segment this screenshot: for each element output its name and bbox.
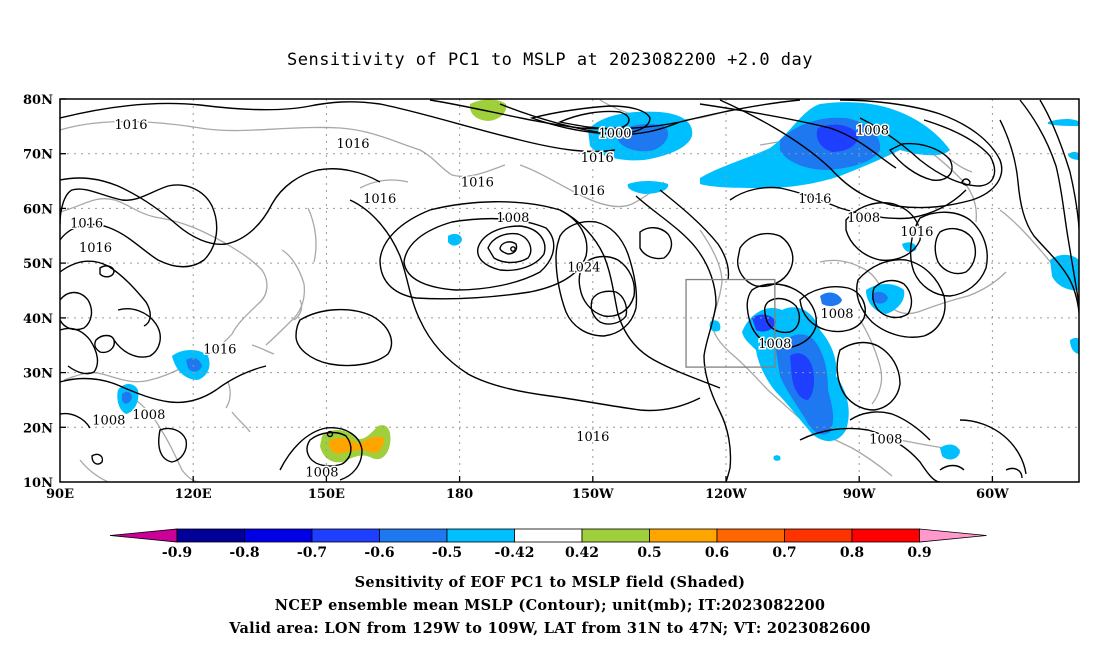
color-bar-label: -0.5 — [432, 545, 462, 561]
color-bar: -0.9 -0.8 -0.7 -0.6 -0.5 -0.42 0.42 0.5 0.6 0.7 0.… — [109, 528, 987, 561]
color-bar-label: -0.42 — [495, 545, 535, 561]
color-bar-arrow-left — [109, 528, 178, 543]
contour-label: 1008 — [496, 211, 529, 226]
lon-label-150w: 150W — [572, 487, 614, 502]
map-frame — [59, 98, 1080, 483]
map-background — [60, 99, 1079, 482]
color-bar-label: 0.42 — [565, 545, 599, 561]
color-bar-label: -0.6 — [364, 545, 394, 561]
contour-label: 1008 — [820, 307, 853, 322]
lat-label-60n: 60N — [23, 202, 53, 217]
lat-label-30n: 30N — [23, 367, 53, 382]
lon-label-60w: 60W — [976, 487, 1009, 502]
color-bar-cell — [649, 528, 718, 543]
lon-label-180: 180 — [446, 487, 473, 502]
contour-labels: 1016 1016 1000 1016 1016 1008 1016 1016 1016 1016… — [69, 117, 935, 482]
lon-label-120w: 120W — [705, 487, 747, 502]
color-bar-cell — [244, 528, 313, 543]
grid-lines — [60, 99, 1079, 482]
contour-label: 1016 — [900, 225, 933, 240]
valid-area-box — [685, 278, 776, 368]
color-bar-cell — [581, 528, 650, 543]
color-bar-cell — [514, 528, 583, 543]
mslp-contours — [60, 99, 1079, 482]
contour-label: 1008 — [92, 414, 125, 429]
lat-label-70n: 70N — [23, 148, 53, 163]
contour-label: 1016 — [798, 192, 831, 207]
color-bar-label: -0.7 — [297, 545, 327, 561]
color-bar-cell — [446, 528, 515, 543]
color-bar-label: 0.8 — [840, 545, 864, 561]
color-bar-cell — [176, 528, 245, 543]
contour-label: 1008 — [132, 408, 165, 423]
color-bar-cells — [109, 528, 987, 543]
contour-label: 1008 — [869, 433, 902, 448]
color-bar-labels: -0.9 -0.8 -0.7 -0.6 -0.5 -0.42 0.42 0.5 0.6 0.7 0.… — [162, 545, 932, 561]
lat-label-20n: 20N — [23, 421, 53, 436]
lon-label-120e: 120E — [175, 487, 212, 502]
coastlines — [60, 99, 1073, 482]
lon-label-90w: 90W — [843, 487, 876, 502]
color-bar-label: 0.7 — [772, 545, 796, 561]
caption-valid-area: Valid area: LON from 129W to 109W, LAT f… — [229, 620, 871, 637]
contour-label: 1016 — [576, 430, 609, 445]
axis-ticks — [60, 98, 994, 482]
caption-contour: NCEP ensemble mean MSLP (Contour); unit(… — [274, 597, 826, 614]
contour-label: 1016 — [572, 184, 605, 199]
color-bar-cell — [716, 528, 785, 543]
contour-label: 1016 — [114, 118, 147, 133]
color-bar-cell — [851, 528, 920, 543]
contour-label: 1008 — [856, 124, 889, 139]
color-bar-label: 0.9 — [907, 545, 931, 561]
lat-label-50n: 50N — [23, 257, 53, 272]
contour-label: 1016 — [203, 342, 236, 357]
caption-shaded: Sensitivity of EOF PC1 to MSLP field (Sh… — [354, 574, 746, 591]
contour-label: 1016 — [461, 176, 494, 191]
color-bar-label: -0.9 — [162, 545, 192, 561]
contour-label: 1008 — [758, 337, 791, 352]
lon-label-150e: 150E — [308, 487, 345, 502]
shaded-sensitivity — [117, 99, 1079, 463]
color-bar-cell — [784, 528, 853, 543]
lat-label-10n: 10N — [23, 476, 53, 491]
contour-label: 1016 — [363, 192, 396, 207]
contour-label: 1016 — [336, 137, 369, 152]
color-bar-label: 0.6 — [705, 545, 729, 561]
color-bar-label: 0.5 — [637, 545, 661, 561]
contour-label: 1016 — [581, 151, 614, 166]
contour-label: 1016 — [70, 217, 103, 232]
contour-label: 1008 — [305, 466, 338, 481]
contour-label: 1024 — [567, 260, 600, 275]
contour-label: 1008 — [847, 211, 880, 226]
map-area: 1016 1016 1000 1016 1016 1008 1016 1016 1016 1016… — [60, 99, 1079, 482]
lon-label-90e: 90E — [46, 487, 74, 502]
color-bar-cell — [311, 528, 380, 543]
color-bar-label: -0.8 — [229, 545, 259, 561]
lat-label-80n: 80N — [23, 93, 53, 108]
contour-label: 1016 — [79, 241, 112, 256]
lat-label-40n: 40N — [23, 312, 53, 327]
color-bar-cell — [379, 528, 448, 543]
contour-label: 1000 — [598, 126, 631, 141]
map-title: Sensitivity of PC1 to MSLP at 2023082200… — [286, 50, 813, 70]
color-bar-arrow-right — [919, 528, 987, 543]
